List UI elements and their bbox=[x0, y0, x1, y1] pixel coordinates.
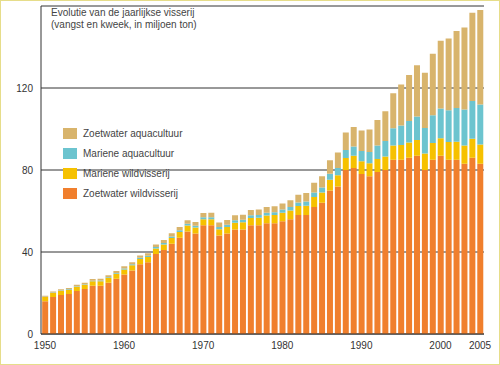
svg-text:40: 40 bbox=[22, 247, 34, 258]
svg-text:80: 80 bbox=[22, 165, 34, 176]
svg-text:1980: 1980 bbox=[271, 340, 294, 351]
svg-text:2000: 2000 bbox=[429, 340, 452, 351]
html-text:Mariene aquacultuur: Mariene aquacultuur bbox=[83, 147, 175, 159]
html-text:Mariene wildvisserij: Mariene wildvisserij bbox=[83, 167, 170, 179]
svg-text:2005: 2005 bbox=[469, 340, 492, 351]
svg-text:1960: 1960 bbox=[113, 340, 136, 351]
html-text:Evolutie van de jaarlijkse vis: Evolutie van de jaarlijkse visserij (van… bbox=[51, 7, 197, 30]
svg-text:1950: 1950 bbox=[34, 340, 57, 351]
html-text:Zoetwater wildvisserij: Zoetwater wildvisserij bbox=[83, 187, 178, 199]
svg-text:0: 0 bbox=[27, 329, 33, 340]
svg-text:1990: 1990 bbox=[350, 340, 373, 351]
html-text:Zoetwater aquacultuur: Zoetwater aquacultuur bbox=[83, 127, 183, 139]
svg-text:1970: 1970 bbox=[192, 340, 215, 351]
svg-text:120: 120 bbox=[16, 83, 33, 94]
